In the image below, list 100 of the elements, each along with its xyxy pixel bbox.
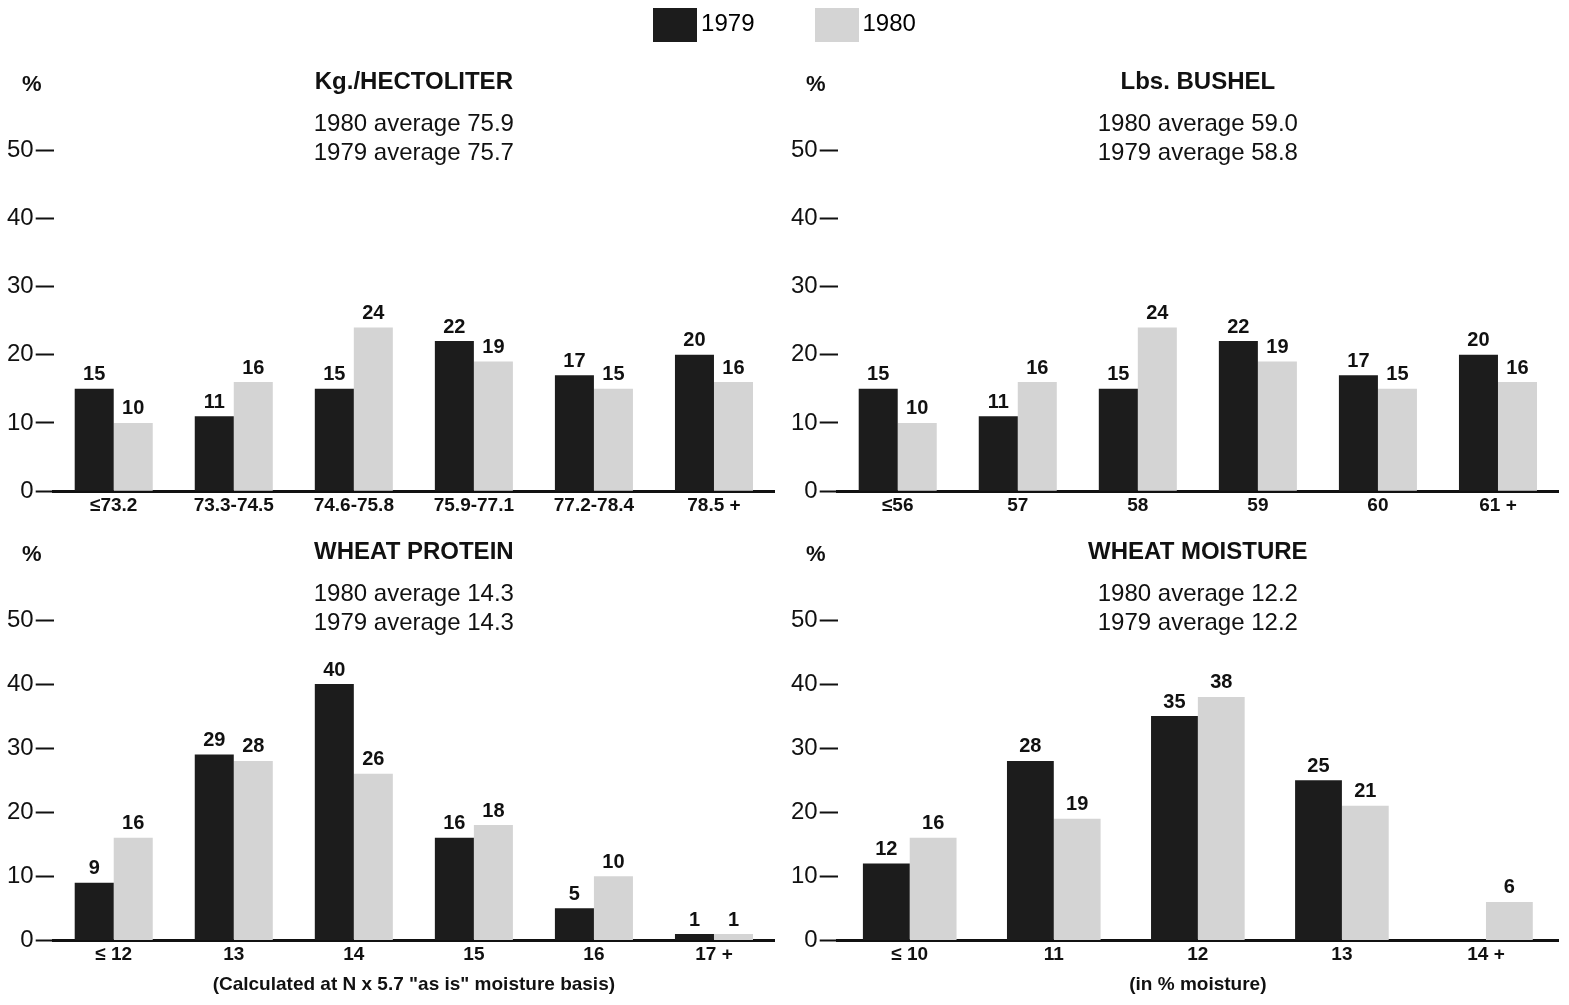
x-tick-label: 14: [343, 943, 365, 965]
x-axis-title: (in % moisture): [1129, 972, 1267, 994]
y-tick-label: 20: [790, 339, 818, 367]
data-label: 16: [922, 811, 945, 834]
y-tick-label: 30: [790, 732, 818, 760]
x-tick-label: 17 +: [695, 943, 733, 965]
data-label: 15: [323, 362, 346, 385]
data-label: 16: [122, 811, 145, 834]
data-label: 35: [1163, 689, 1186, 712]
y-tick-label: 40: [790, 202, 818, 230]
data-label: 1: [688, 907, 701, 930]
y-tick-label: 40: [790, 668, 818, 696]
y-tick-label: 30: [6, 271, 34, 299]
x-tick-label: 60: [1367, 493, 1389, 515]
data-label: 22: [1227, 314, 1250, 337]
x-tick-label: 14 +: [1467, 943, 1505, 965]
data-label: 15: [83, 362, 106, 385]
text: 1980 average 14.3: [313, 578, 514, 606]
x-tick-label: ≤ 10: [891, 943, 929, 965]
data-label: 1: [727, 907, 740, 930]
data-label: 21: [1354, 779, 1377, 802]
data-label: 20: [683, 328, 706, 351]
data-label: 16: [722, 355, 745, 378]
data-label: 20: [1467, 328, 1490, 351]
data-label: 15: [867, 362, 890, 385]
data-label: 15: [1386, 362, 1409, 385]
y-tick-label: 50: [6, 134, 34, 162]
y-tick-label: 40: [6, 202, 34, 230]
x-tick-label: 74.6-75.8: [313, 493, 394, 515]
data-label: 22: [443, 314, 466, 337]
data-label: 19: [1066, 792, 1089, 815]
text: 1980 average 75.9: [313, 108, 514, 136]
y-axis-title: %: [806, 541, 826, 567]
data-label: 19: [482, 335, 505, 358]
data-label: 18: [482, 798, 505, 821]
y-tick-label: 0: [20, 475, 34, 503]
data-label: 16: [242, 355, 265, 378]
y-tick-label: 50: [790, 604, 818, 632]
x-tick-label: ≤56: [881, 493, 914, 515]
data-label: 10: [906, 396, 929, 419]
y-tick-label: 10: [6, 860, 34, 888]
x-tick-label: 75.9-77.1: [433, 493, 515, 515]
data-label: 12: [875, 837, 898, 860]
legend-label: 1980: [861, 8, 916, 39]
data-label: 29: [203, 728, 226, 751]
x-tick-label: 12: [1187, 943, 1209, 965]
data-label: 24: [1146, 300, 1170, 323]
annotation: 1979 average 58.8: [1097, 137, 1298, 165]
x-tick-label: 58: [1127, 493, 1149, 515]
legend-label: 1979: [700, 8, 755, 39]
y-axis-title: %: [22, 71, 42, 97]
data-label: 17: [1347, 348, 1370, 371]
x-tick-label: 73.3-74.5: [193, 493, 275, 515]
data-label: 15: [602, 362, 625, 385]
y-tick-label: 0: [20, 925, 34, 953]
y-tick-label: 0: [804, 475, 818, 503]
y-tick-label: 50: [790, 134, 818, 162]
data-label: 40: [323, 657, 346, 680]
data-label: 10: [602, 849, 625, 872]
x-tick-label: 13: [1331, 943, 1353, 965]
x-tick-label: 59: [1247, 493, 1269, 515]
x-tick-label: 11: [1043, 943, 1065, 965]
x-tick-label: ≤73.2: [90, 493, 138, 515]
data-label: 24: [362, 300, 386, 323]
x-tick-label: 16: [583, 943, 605, 965]
annotation: 1979 average 75.7: [313, 137, 514, 165]
data-label: 9: [88, 856, 100, 879]
data-label: 5: [568, 881, 580, 904]
data-label: 28: [1019, 734, 1042, 757]
chart-title: WHEAT PROTEIN: [314, 536, 514, 564]
y-tick-label: 30: [6, 732, 34, 760]
chart-title: Lbs. BUSHEL: [1120, 66, 1276, 94]
x-tick-label: ≤ 12: [95, 943, 133, 965]
data-label: 38: [1210, 670, 1233, 693]
x-tick-label: 61 +: [1479, 493, 1517, 515]
y-tick-label: 20: [6, 796, 34, 824]
y-tick-label: 50: [6, 604, 34, 632]
x-tick-label: 13: [223, 943, 245, 965]
y-axis-title: %: [806, 71, 826, 97]
y-tick-label: 40: [6, 668, 34, 696]
data-label: 16: [1506, 355, 1529, 378]
data-label: 16: [1026, 355, 1049, 378]
chart-title: WHEAT MOISTURE: [1088, 536, 1308, 564]
data-label: 25: [1307, 753, 1330, 776]
data-label: 11: [987, 389, 1009, 412]
x-tick-label: 77.2-78.4: [553, 493, 635, 515]
x-tick-label: 15: [463, 943, 485, 965]
data-label: 26: [362, 747, 385, 770]
y-tick-label: 30: [790, 271, 818, 299]
annotation: 1979 average 14.3: [313, 607, 514, 635]
data-label: 11: [203, 389, 225, 412]
annotation: 1979 average 12.2: [1097, 607, 1298, 635]
y-tick-label: 0: [804, 925, 818, 953]
y-axis-title: %: [22, 541, 42, 567]
x-axis-title: (Calculated at N x 5.7 "as is" moisture basis): [212, 972, 616, 994]
data-label: 6: [1503, 875, 1515, 898]
y-tick-label: 10: [790, 860, 818, 888]
y-tick-label: 10: [6, 407, 34, 435]
x-tick-label: 78.5 +: [687, 493, 741, 515]
data-label: 17: [563, 348, 586, 371]
